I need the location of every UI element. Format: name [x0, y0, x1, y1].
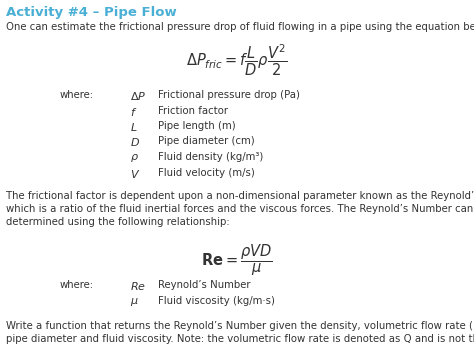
Text: $\mathbf{Re} = \dfrac{\rho VD}{\mu}$: $\mathbf{Re} = \dfrac{\rho VD}{\mu}$ — [201, 242, 273, 278]
Text: which is a ratio of the fluid inertial forces and the viscous forces. The Reynol: which is a ratio of the fluid inertial f… — [6, 204, 474, 214]
Text: Activity #4 – Pipe Flow: Activity #4 – Pipe Flow — [6, 6, 177, 19]
Text: $\Delta P$: $\Delta P$ — [130, 90, 146, 102]
Text: $\Delta P_{fric} = f\dfrac{L}{D}\rho\dfrac{V^{2}}{2}$: $\Delta P_{fric} = f\dfrac{L}{D}\rho\dfr… — [186, 43, 288, 78]
Text: Fluid density (kg/m³): Fluid density (kg/m³) — [158, 152, 264, 162]
Text: $\rho$: $\rho$ — [130, 152, 139, 164]
Text: $D$: $D$ — [130, 137, 140, 148]
Text: where:: where: — [60, 280, 94, 290]
Text: Fluid velocity (m/s): Fluid velocity (m/s) — [158, 168, 255, 177]
Text: Pipe diameter (cm): Pipe diameter (cm) — [158, 137, 255, 147]
Text: determined using the following relationship:: determined using the following relations… — [6, 217, 229, 227]
Text: pipe diameter and fluid viscosity. Note: the volumetric flow rate is denoted as : pipe diameter and fluid viscosity. Note:… — [6, 334, 474, 344]
Text: $V$: $V$ — [130, 168, 140, 179]
Text: The frictional factor is dependent upon a non-dimensional parameter known as the: The frictional factor is dependent upon … — [6, 191, 474, 201]
Text: where:: where: — [60, 90, 94, 100]
Text: Fluid viscosity (kg/m·s): Fluid viscosity (kg/m·s) — [158, 296, 275, 306]
Text: $L$: $L$ — [130, 121, 137, 133]
Text: $Re$: $Re$ — [130, 280, 146, 292]
Text: Pipe length (m): Pipe length (m) — [158, 121, 236, 131]
Text: One can estimate the frictional pressure drop of fluid flowing in a pipe using t: One can estimate the frictional pressure… — [6, 22, 474, 32]
Text: $f$: $f$ — [130, 106, 137, 118]
Text: Frictional pressure drop (Pa): Frictional pressure drop (Pa) — [158, 90, 300, 100]
Text: $\mu$: $\mu$ — [130, 296, 139, 307]
Text: Reynold’s Number: Reynold’s Number — [158, 280, 250, 290]
Text: Write a function that returns the Reynold’s Number given the density, volumetric: Write a function that returns the Reynol… — [6, 321, 474, 331]
Text: Friction factor: Friction factor — [158, 106, 228, 116]
